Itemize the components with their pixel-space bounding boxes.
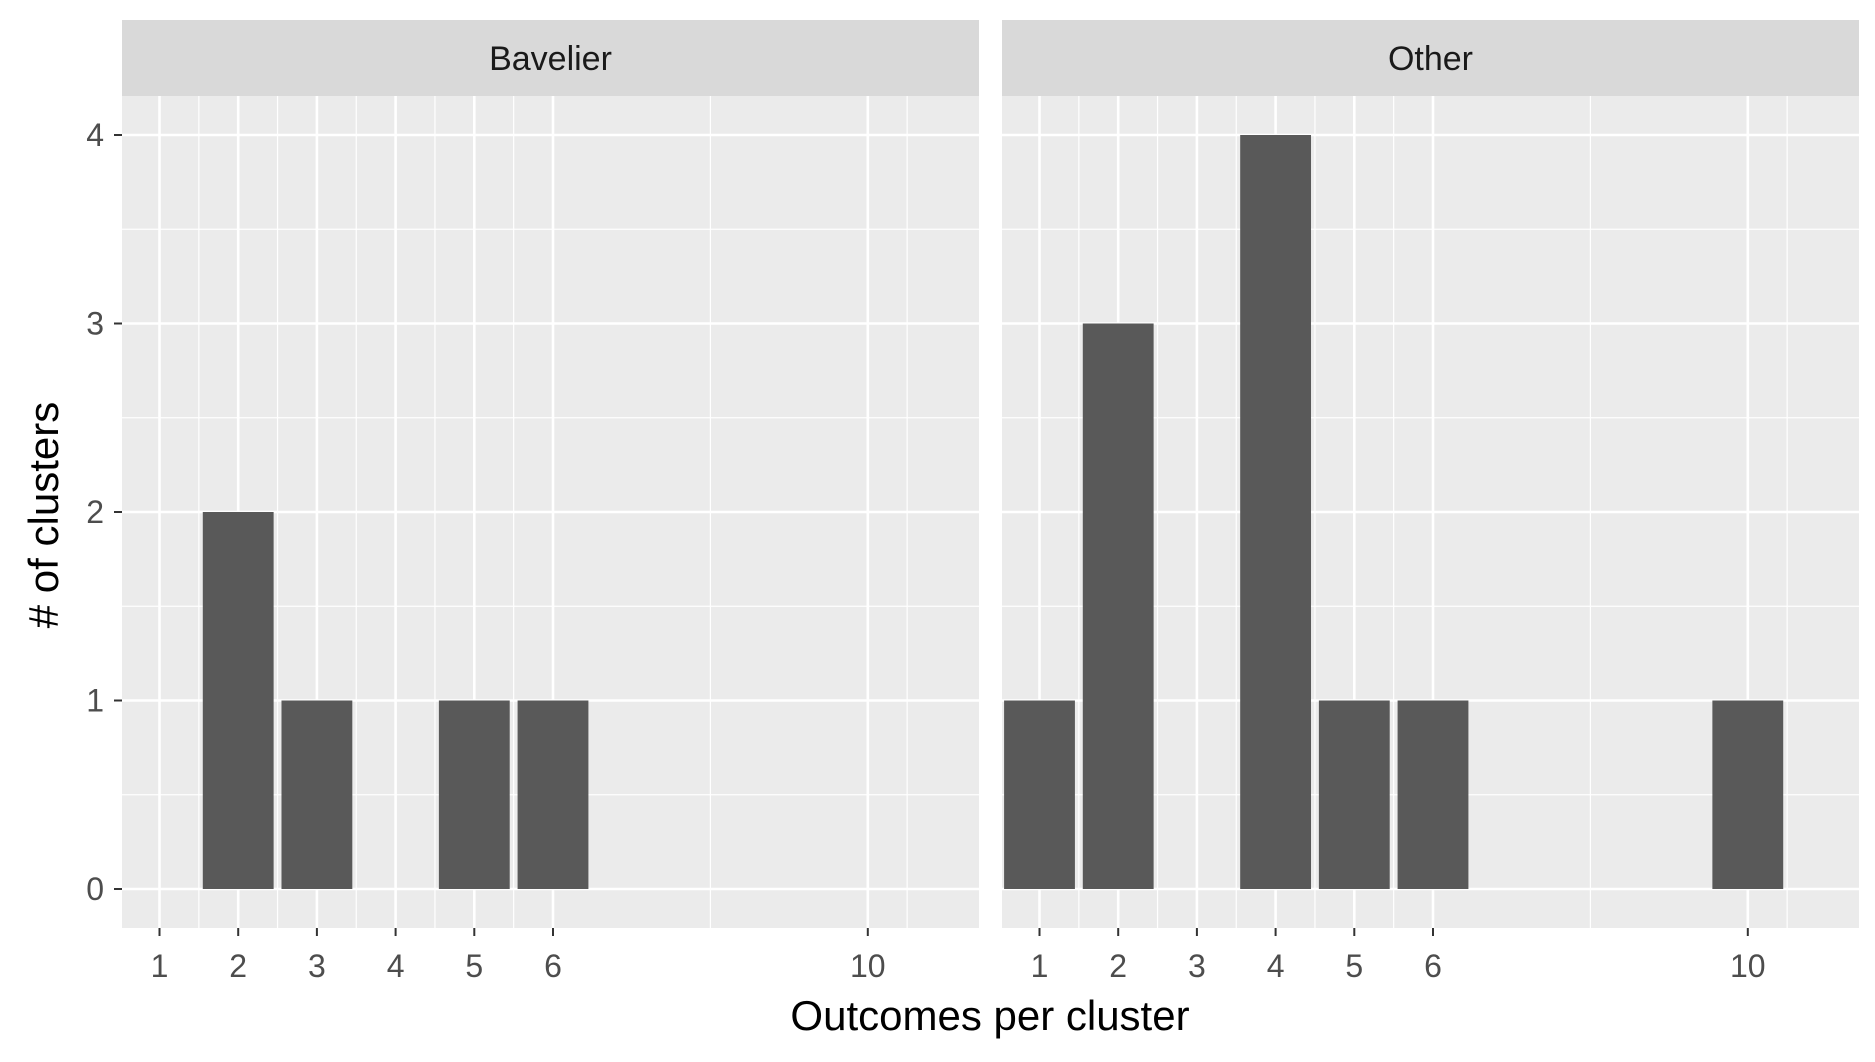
y-tick-label: 3 xyxy=(86,306,104,342)
y-tick-label: 0 xyxy=(86,871,104,907)
x-tick-label: 10 xyxy=(850,948,886,984)
y-tick-label: 4 xyxy=(86,117,104,153)
facet-strip-label: Bavelier xyxy=(489,40,612,78)
facet-strip-label: Other xyxy=(1388,40,1473,78)
panel-bavelier: Bavelier 1 2 3 4 5 6 10 xyxy=(122,20,979,984)
x-tick-label: 5 xyxy=(1345,948,1363,984)
y-tick-label: 2 xyxy=(86,494,104,530)
bar-other-5 xyxy=(1318,700,1390,889)
x-tick-label: 1 xyxy=(1031,948,1049,984)
bar-other-1 xyxy=(1004,700,1075,889)
bar-other-10 xyxy=(1712,700,1784,889)
x-tick-label: 1 xyxy=(151,948,169,984)
x-tick-label: 10 xyxy=(1730,948,1766,984)
x-tick-label: 6 xyxy=(1424,948,1442,984)
x-axis-title: Outcomes per cluster xyxy=(790,992,1189,1039)
x-tick-label: 5 xyxy=(465,948,483,984)
x-tick-label: 2 xyxy=(1109,948,1127,984)
facet-strip xyxy=(1002,20,1859,96)
bar-bavelier-2 xyxy=(202,512,274,889)
x-tick-label: 4 xyxy=(1267,948,1285,984)
bar-bavelier-5 xyxy=(438,700,510,889)
bar-bavelier-6 xyxy=(517,700,589,889)
panel-other: Other 1 2 3 4 5 6 10 xyxy=(1002,20,1859,984)
facet-strip xyxy=(122,20,979,96)
x-tick-label: 6 xyxy=(544,948,562,984)
y-tick-label: 1 xyxy=(86,683,104,719)
bar-other-6 xyxy=(1397,700,1469,889)
x-tick-label: 4 xyxy=(387,948,405,984)
x-tick-label: 2 xyxy=(229,948,247,984)
bar-other-2 xyxy=(1082,323,1154,889)
y-axis: 0 1 2 3 4 xyxy=(86,117,122,907)
bar-bavelier-3 xyxy=(281,700,353,889)
x-tick-label: 3 xyxy=(1188,948,1206,984)
bar-other-4 xyxy=(1240,135,1312,889)
y-axis-title: # of clusters xyxy=(20,402,67,628)
x-tick-label: 3 xyxy=(308,948,326,984)
